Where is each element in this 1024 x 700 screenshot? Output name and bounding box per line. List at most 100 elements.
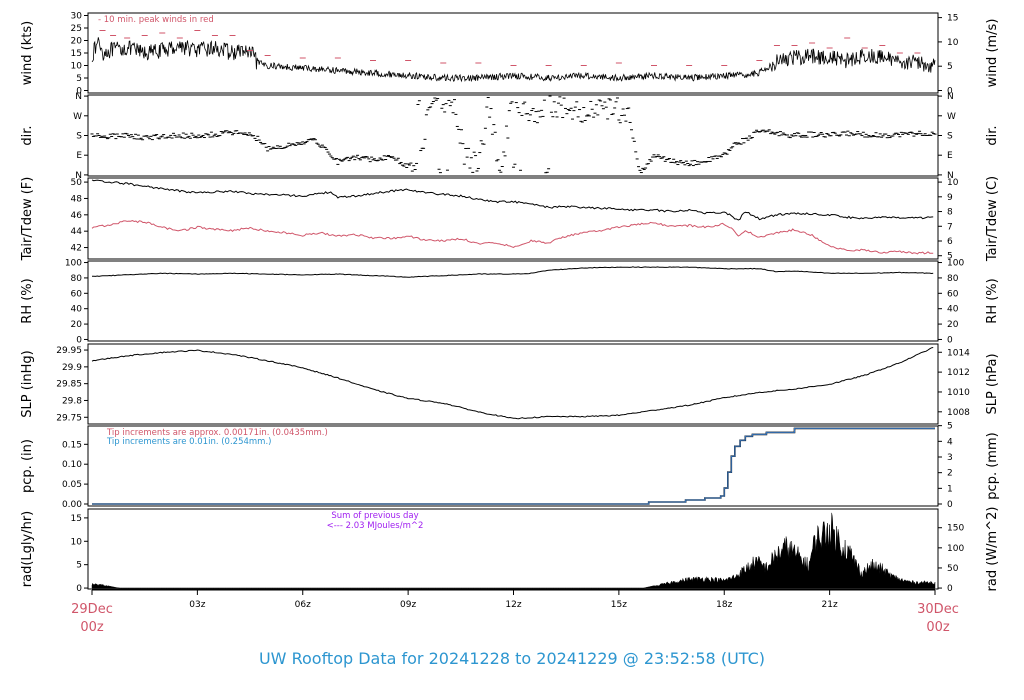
right-axis-label: RH (%) — [985, 278, 1000, 323]
left-axis-label: pcp. (in) — [20, 439, 35, 493]
left-tick-label: 5 — [76, 74, 82, 84]
panel-radiation: rad(Lgly/hr) rad (W/m^2)051015050100150Su… — [20, 507, 1000, 595]
right-tick-label: 10 — [947, 38, 959, 48]
left-tick-label: 15 — [71, 49, 82, 59]
chart-panels: wind (kts) wind (m/s)051015202530051015- … — [20, 12, 1000, 595]
page-title: UW Rooftop Data for 20241228 to 20241229… — [259, 649, 765, 668]
left-tick-label: S — [76, 132, 82, 142]
left-axis-label: wind (kts) — [20, 21, 35, 85]
panel-temperature: Tair/Tdew (F) Tair/Tdew (C) 42 44 46 48 50 5 6 7 8… — [20, 176, 1000, 262]
panel-precipitation: pcp. (in) pcp. (mm) 0.00 0.05 0.10 0.15 0 1 2 3 4 5… — [20, 422, 1000, 510]
time-tick-label: 21z — [822, 600, 838, 610]
left-tick-label: 0 — [76, 584, 82, 594]
right-tick-label: W — [947, 112, 956, 122]
panel-frame — [87, 425, 939, 507]
panel-pressure: SLP (inHg) SLP (hPa) 29.75 29.8 29.85 29.9 29.… — [20, 343, 1000, 425]
radiation-area — [91, 512, 936, 589]
right-tick-label: E — [947, 151, 953, 161]
right-tick-label: 1 — [947, 484, 953, 494]
right-tick-label: 6 — [947, 237, 953, 247]
daily-sum-note: Sum of previous day — [331, 511, 418, 521]
left-tick-label: N — [75, 171, 82, 181]
time-tick-label: 03z — [189, 600, 205, 610]
left-tick-label: 0.15 — [62, 440, 82, 450]
right-tick-label: 2 — [947, 469, 953, 479]
end-time-label: 00z — [926, 620, 950, 635]
right-tick-label: 20 — [947, 320, 959, 330]
left-tick-label: 15 — [71, 514, 82, 524]
series-relative_humidity — [92, 266, 934, 278]
panel-wind: wind (kts) wind (m/s) 0 5 10 15 20 25 30 0 5 10 15 - … — [20, 12, 1000, 97]
left-tick-label: 10 — [71, 62, 83, 72]
air_temperature-line — [91, 179, 934, 221]
left-tick-label: 30 — [71, 12, 83, 22]
left-tick-label: 10 — [71, 537, 83, 547]
end-date-label: 30Dec — [917, 602, 959, 617]
series-air_temperature — [91, 179, 934, 221]
left-tick-label: 5 — [76, 561, 82, 571]
right-tick-label: 0 — [947, 335, 953, 345]
left-tick-label: 20 — [71, 37, 83, 47]
left-tick-label: 0.00 — [62, 500, 82, 510]
series-dew_point — [91, 220, 934, 255]
time-tick-label: 18z — [716, 600, 732, 610]
series-solar_radiation — [91, 512, 936, 589]
dew_point-line — [91, 220, 934, 255]
right-tick-label: N — [947, 92, 954, 102]
right-tick-label: 1008 — [947, 408, 970, 418]
panel-frame — [87, 260, 939, 342]
left-tick-label: N — [75, 92, 82, 102]
left-tick-label: 42 — [71, 244, 82, 254]
time-tick-label: 09z — [400, 600, 416, 610]
start-time-label: 00z — [80, 620, 104, 635]
right-axis-label: dir. — [985, 125, 1000, 145]
right-axis-label: SLP (hPa) — [985, 353, 1000, 414]
right-tick-label: 60 — [947, 289, 959, 299]
right-tick-label: 80 — [947, 274, 959, 284]
panel-frame — [87, 343, 939, 425]
panel-humidity: RH (%) RH (%) 0 20 40 60 80 100 0 20 40 60 80 100 — [20, 259, 1000, 346]
left-tick-label: 0 — [76, 87, 82, 97]
left-tick-label: 29.95 — [56, 346, 82, 356]
time-tick-label: 15z — [611, 600, 627, 610]
right-tick-label: 1014 — [947, 348, 970, 358]
time-tick-label: 12z — [505, 600, 521, 610]
right-tick-label: 5 — [947, 422, 953, 432]
left-tick-label: 29.9 — [62, 363, 82, 373]
right-tick-label: 100 — [947, 259, 964, 269]
left-tick-label: 0 — [76, 335, 82, 345]
tip-increment-note: Tip increments are approx. 0.00171in. (0… — [106, 428, 328, 438]
left-tick-label: W — [73, 112, 82, 122]
left-tick-label: 40 — [71, 305, 83, 315]
left-tick-label: 48 — [71, 194, 83, 204]
left-tick-label: 46 — [71, 211, 83, 221]
left-tick-label: 80 — [71, 274, 83, 284]
left-tick-label: 29.75 — [56, 413, 82, 423]
right-tick-label: 5 — [947, 252, 953, 262]
right-tick-label: 1010 — [947, 388, 970, 398]
left-axis-label: SLP (inHg) — [20, 350, 35, 418]
left-tick-label: 50 — [71, 178, 83, 188]
left-tick-label: 20 — [71, 320, 83, 330]
panel-frame — [87, 12, 939, 94]
right-tick-label: S — [947, 132, 953, 142]
right-tick-label: 3 — [947, 453, 953, 463]
right-tick-label: 0 — [947, 500, 953, 510]
left-tick-label: 29.85 — [56, 380, 82, 390]
panel-frame — [87, 508, 939, 590]
right-tick-label: 4 — [947, 437, 953, 447]
left-tick-label: 0.05 — [62, 480, 82, 490]
time-axis: 03z 06z 09z 12z 15z 18z 21z — [91, 589, 936, 610]
left-tick-label: 44 — [71, 227, 83, 237]
right-tick-label: 15 — [947, 14, 958, 24]
legend-annotation: - 10 min. peak winds in red — [98, 15, 214, 25]
right-tick-label: 5 — [947, 62, 953, 72]
right-tick-label: 40 — [947, 305, 959, 315]
right-axis-label: Tair/Tdew (C) — [985, 176, 1000, 262]
right-tick-label: 9 — [947, 193, 953, 203]
left-axis-label: dir. — [20, 125, 35, 145]
tip-increment-note: Tip increments are 0.01in. (0.254mm.) — [106, 437, 271, 447]
right-tick-label: 100 — [947, 544, 964, 554]
left-axis-label: rad(Lgly/hr) — [20, 511, 35, 587]
